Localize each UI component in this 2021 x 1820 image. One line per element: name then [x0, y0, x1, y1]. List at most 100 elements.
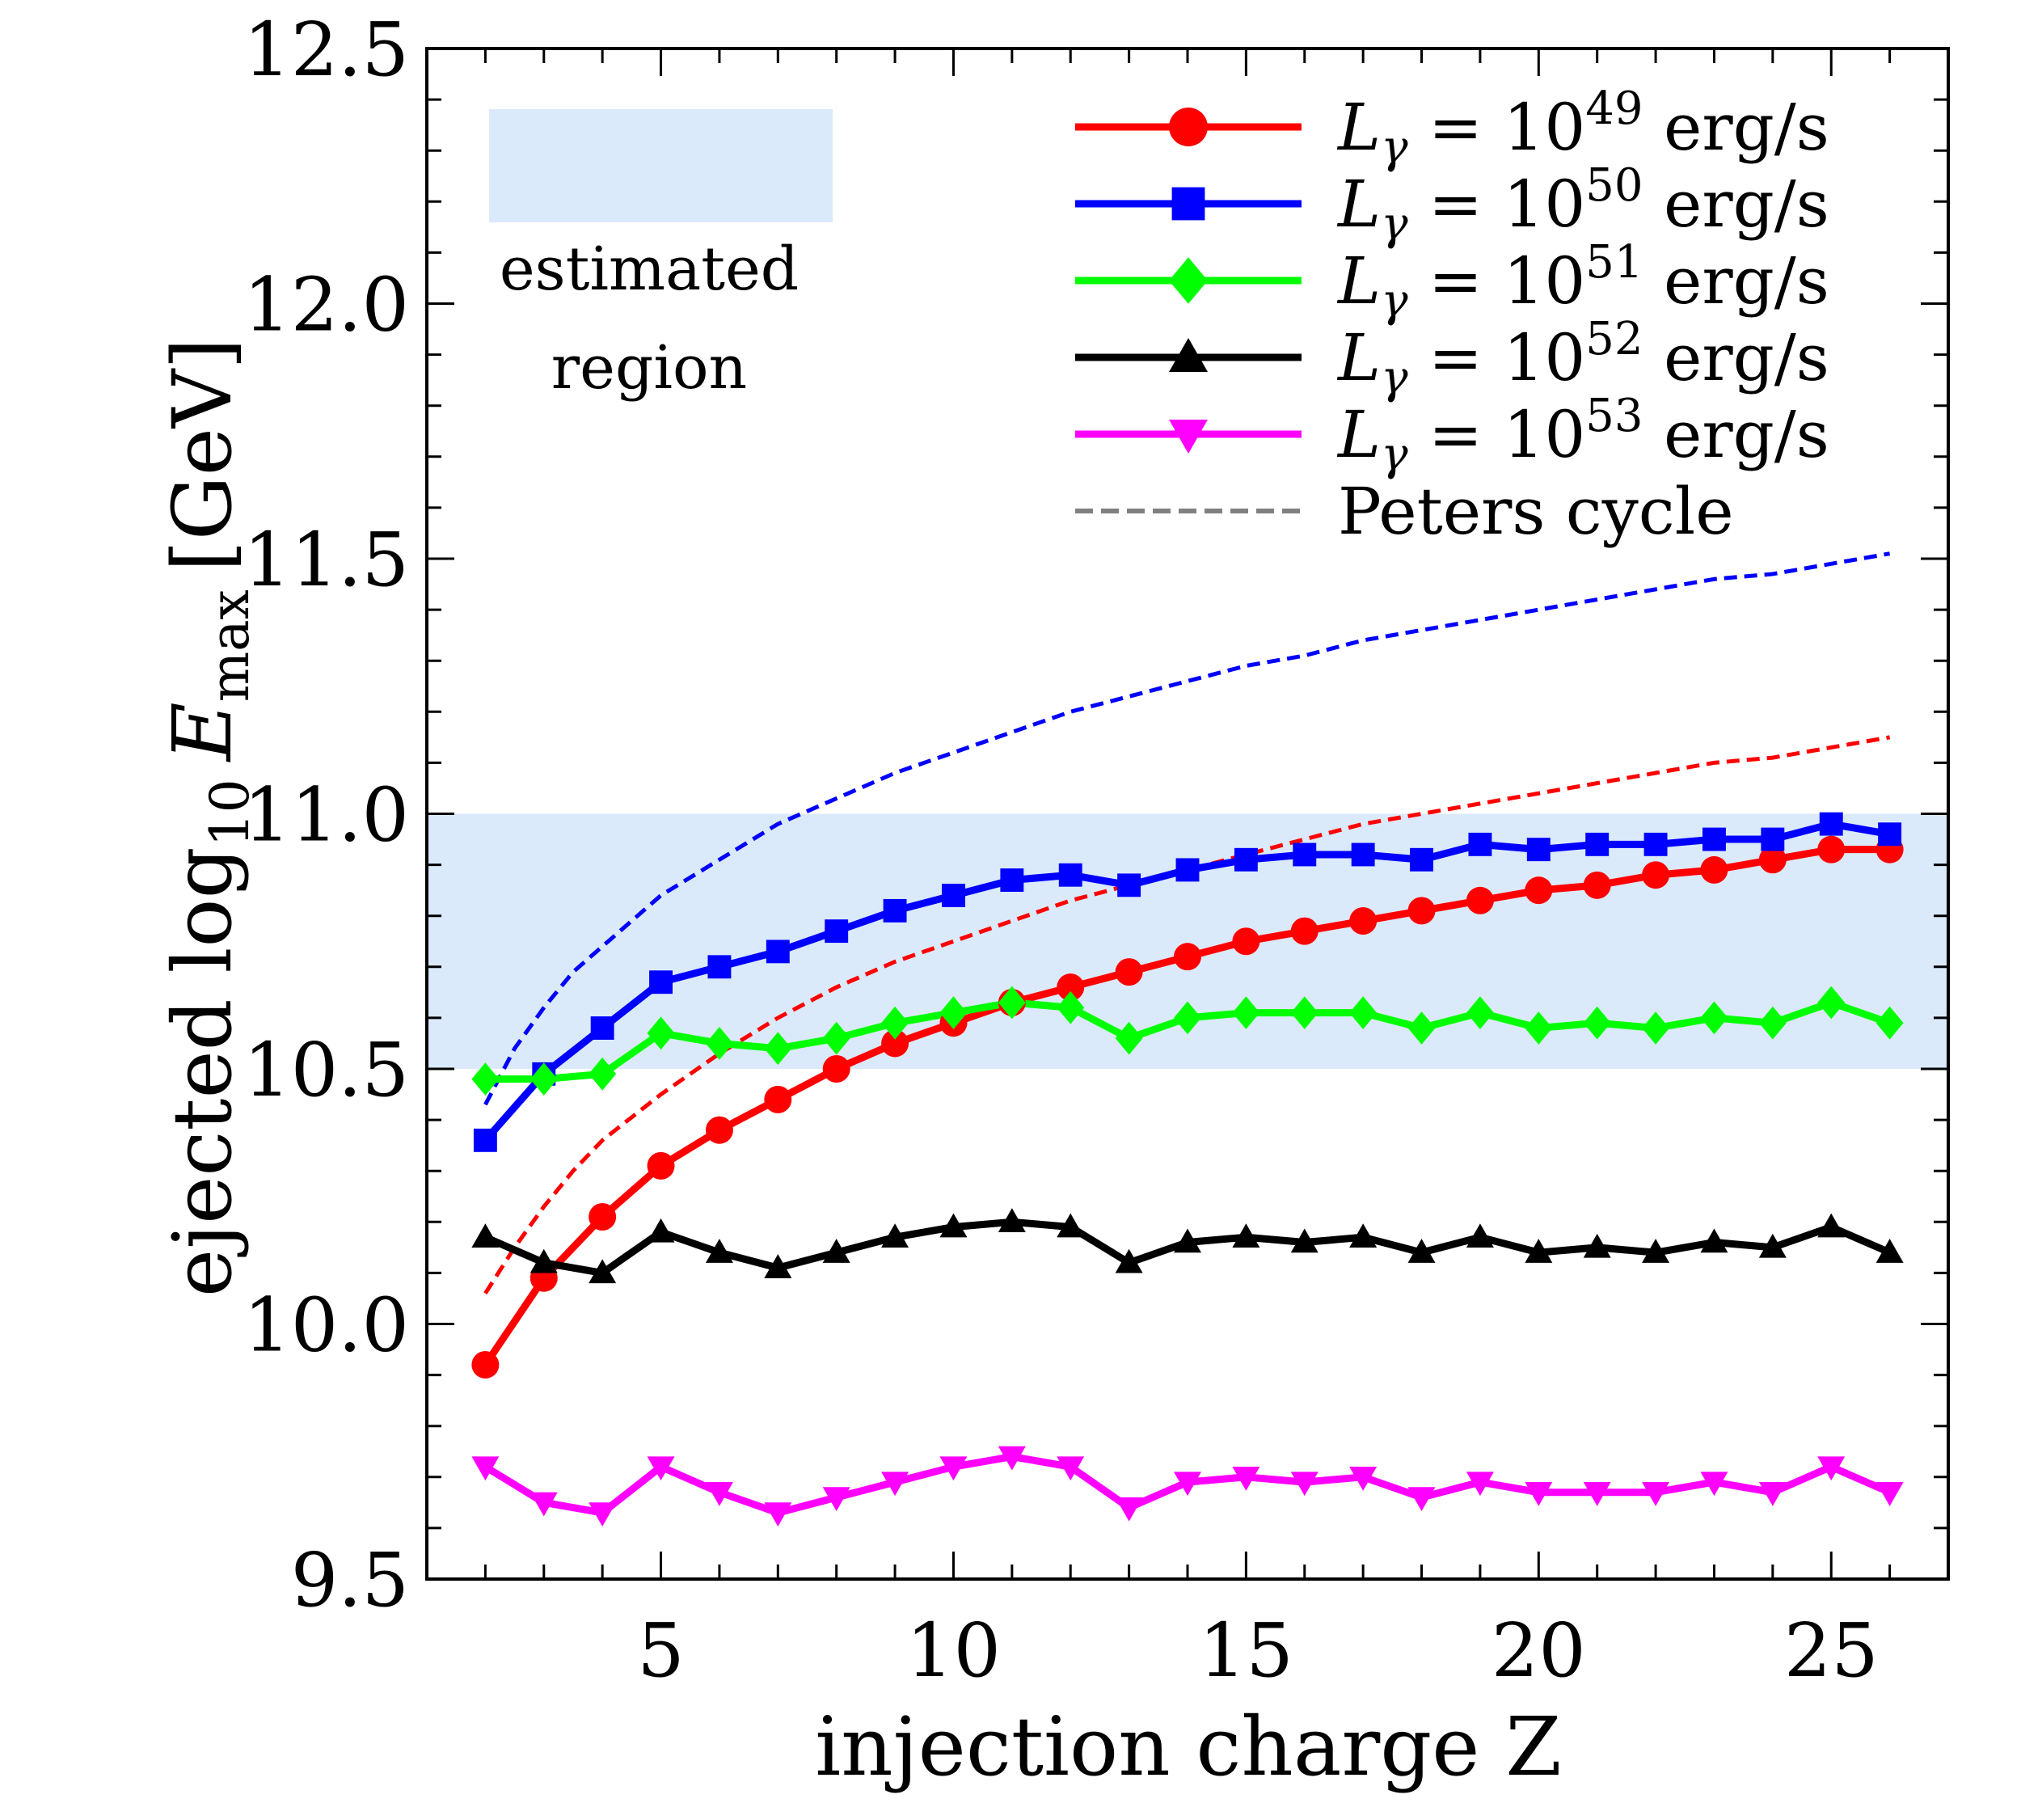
- data-point-triangle-down: [1349, 1467, 1378, 1491]
- data-point-triangle-up: [1407, 1239, 1436, 1263]
- data-point-square: [1117, 873, 1141, 897]
- data-point-circle: [1232, 927, 1260, 956]
- y-tick-label: 11.0: [243, 772, 409, 859]
- legend-label-prefix-sub: γ: [1381, 352, 1408, 404]
- data-point-triangle-down: [471, 1456, 500, 1481]
- estimated-region-label-line1: estimated: [500, 234, 799, 304]
- legend-label-eq: = 10: [1408, 167, 1586, 242]
- x-axis-title: injection charge Z: [815, 1700, 1561, 1794]
- data-point-circle: [1817, 835, 1846, 864]
- y-axis-title-sub: 10: [199, 779, 261, 847]
- data-point-diamond: [1583, 1006, 1611, 1040]
- data-point-circle: [1057, 973, 1085, 1002]
- data-point-triangle-up: [1115, 1248, 1143, 1273]
- legend-label-unit: erg/s: [1643, 397, 1829, 472]
- data-point-triangle-down: [1700, 1472, 1728, 1497]
- data-point-triangle-down: [1290, 1472, 1319, 1497]
- data-point-square: [649, 970, 673, 994]
- data-point-circle: [1115, 958, 1143, 986]
- legend-label-eq: = 10: [1408, 243, 1586, 319]
- data-point-diamond: [1057, 990, 1085, 1024]
- data-point-diamond: [998, 986, 1026, 1020]
- data-point-circle: [881, 1029, 909, 1058]
- legend-label-exp: 52: [1585, 313, 1643, 365]
- data-point-triangle-up: [647, 1218, 675, 1243]
- data-point-triangle-up: [1642, 1239, 1670, 1263]
- data-point-circle: [471, 1350, 500, 1379]
- data-point-triangle-down: [1232, 1467, 1260, 1491]
- data-point-circle: [1642, 861, 1670, 889]
- data-point-diamond: [1642, 1011, 1670, 1045]
- data-point-square: [1702, 827, 1726, 851]
- data-point-square: [942, 884, 965, 907]
- legend-label-eq: = 10: [1408, 320, 1586, 395]
- legend-label-eq: = 10: [1408, 90, 1586, 165]
- data-point-diamond: [1232, 996, 1260, 1029]
- data-point-square: [1351, 842, 1375, 867]
- data-point-square: [1000, 868, 1024, 892]
- data-point-diamond: [1115, 1021, 1143, 1055]
- data-point-triangle-up: [1758, 1233, 1787, 1258]
- data-point-triangle-down: [764, 1502, 792, 1527]
- data-point-triangle-down: [1525, 1481, 1553, 1506]
- data-point-triangle-down: [1407, 1487, 1436, 1512]
- data-point-triangle-up: [881, 1223, 909, 1248]
- data-point-diamond: [1407, 1011, 1436, 1045]
- y-tick-label: 12.0: [243, 262, 409, 348]
- data-point-triangle-up: [530, 1248, 558, 1273]
- data-point-circle: [822, 1055, 850, 1083]
- data-point-circle: [764, 1085, 792, 1113]
- data-point-square: [1468, 832, 1492, 856]
- data-point-triangle-up: [1875, 1239, 1904, 1263]
- data-point-circle: [1290, 917, 1319, 945]
- data-point-triangle-up: [1817, 1213, 1846, 1238]
- data-point-square: [1643, 832, 1668, 856]
- x-tick-label: 20: [1491, 1607, 1586, 1694]
- estimated-region-patch: [489, 109, 833, 222]
- y-tick-label: 11.5: [243, 517, 409, 603]
- data-point-diamond: [471, 1062, 500, 1096]
- data-point-circle: [1174, 943, 1201, 971]
- legend-label-exp: 51: [1585, 236, 1643, 289]
- y-axis-title-pre: ejected log: [155, 847, 250, 1297]
- data-point-square: [590, 1016, 614, 1040]
- data-point-circle: [1169, 108, 1208, 146]
- data-point-triangle-down: [1115, 1497, 1143, 1522]
- legend-label: Lγ = 1051 erg/s: [1336, 236, 1829, 327]
- data-point-square: [883, 898, 907, 923]
- data-point-diamond: [1290, 996, 1319, 1029]
- data-point-circle: [647, 1151, 675, 1180]
- data-point-triangle-down: [1466, 1472, 1494, 1497]
- data-point-triangle-up: [705, 1239, 733, 1263]
- data-point-triangle-down: [1875, 1481, 1904, 1506]
- legend-label-prefix: L: [1336, 243, 1381, 319]
- data-point-triangle-down: [647, 1456, 675, 1481]
- data-point-square: [1878, 822, 1902, 847]
- data-point-diamond: [1466, 996, 1494, 1029]
- legend-label: Lγ = 1052 erg/s: [1336, 313, 1829, 404]
- y-axis-title: ejected log10 Emax [GeV]: [155, 338, 261, 1297]
- data-point-triangle-down: [822, 1487, 850, 1512]
- data-point-diamond: [705, 1027, 733, 1060]
- data-point-circle: [1583, 871, 1611, 899]
- data-point-triangle-down: [530, 1492, 558, 1517]
- legend: Lγ = 1049 erg/sLγ = 1050 erg/sLγ = 1051 …: [1075, 82, 1829, 549]
- data-point-triangle-down: [1642, 1481, 1670, 1506]
- legend-label-prefix-sub: γ: [1381, 275, 1408, 327]
- data-point-triangle-up: [1700, 1228, 1728, 1253]
- data-point-triangle-down: [1174, 1472, 1201, 1497]
- data-point-triangle-up: [1349, 1223, 1378, 1248]
- data-point-square: [1819, 812, 1843, 836]
- data-point-triangle-up: [1057, 1213, 1085, 1238]
- data-point-triangle-down: [1758, 1481, 1787, 1506]
- data-point-diamond: [1169, 257, 1208, 304]
- data-point-triangle-down: [705, 1481, 733, 1506]
- data-point-triangle-down: [998, 1446, 1026, 1471]
- data-point-triangle-up: [764, 1254, 792, 1278]
- legend-label-exp: 49: [1585, 82, 1643, 135]
- data-point-triangle-up: [1466, 1223, 1494, 1248]
- data-point-diamond: [1174, 1001, 1201, 1035]
- legend-label-unit: erg/s: [1643, 90, 1829, 165]
- data-point-diamond: [530, 1062, 558, 1096]
